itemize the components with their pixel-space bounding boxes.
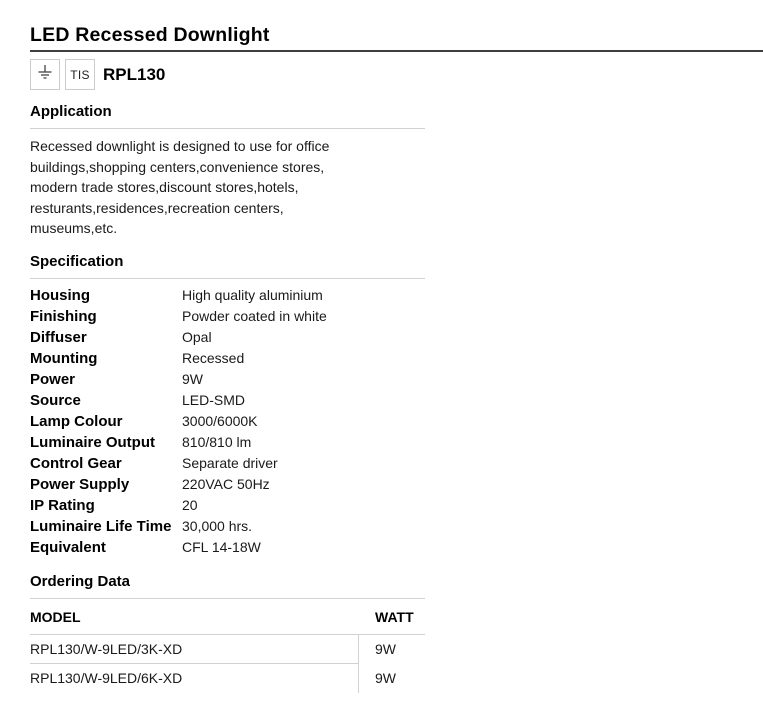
spec-label: Housing: [30, 286, 90, 304]
spec-row: Equivalent CFL 14-18W: [30, 537, 763, 558]
application-line: resturants,residences,recreation centers…: [30, 199, 284, 216]
spec-value: 30,000 hrs.: [182, 518, 253, 534]
ordering-data-table: MODEL WATT RPL130/W-9LED/3K-XD 9W RPL130…: [30, 599, 425, 693]
spec-value: Recessed: [182, 350, 245, 366]
spec-row: Source LED-SMD: [30, 390, 763, 411]
spec-value: LED-SMD: [182, 392, 246, 408]
spec-row: Control Gear Separate driver: [30, 453, 763, 474]
ordering-table-header: MODEL WATT: [30, 599, 425, 635]
spec-row: Luminaire Life Time 30,000 hrs.: [30, 516, 763, 537]
spec-row: Power 9W: [30, 369, 763, 390]
spec-label: Control Gear: [30, 454, 122, 472]
spec-label: Power: [30, 370, 76, 388]
spec-row: IP Rating 20: [30, 495, 763, 516]
spec-row: Housing High quality aluminium: [30, 285, 763, 306]
watt-column-header: WATT: [375, 608, 414, 625]
spec-value: CFL 14-18W: [182, 539, 261, 555]
earth-ground-icon: [35, 62, 55, 87]
spec-value: Opal: [182, 329, 212, 345]
spec-row: Finishing Powder coated in white: [30, 306, 763, 327]
spec-label: IP Rating: [30, 496, 95, 514]
spec-label: Finishing: [30, 307, 97, 325]
table-row: RPL130/W-9LED/6K-XD 9W: [30, 663, 425, 693]
datasheet-page: LED Recessed Downlight TIS RPL130 Applic…: [30, 24, 763, 693]
ordering-data-heading: Ordering Data: [30, 572, 131, 590]
spec-label: Equivalent: [30, 538, 106, 556]
tis-badge-label: TIS: [70, 67, 90, 82]
table-row: RPL130/W-9LED/3K-XD 9W: [30, 634, 425, 664]
spec-label: Mounting: [30, 349, 98, 367]
spec-label: Power Supply: [30, 475, 130, 493]
spec-row: Diffuser Opal: [30, 327, 763, 348]
spec-value: 9W: [182, 371, 203, 387]
spec-label: Luminaire Output: [30, 433, 155, 451]
spec-row: Mounting Recessed: [30, 348, 763, 369]
certification-badge-row: TIS RPL130: [30, 59, 763, 90]
model-cell: RPL130/W-9LED/6K-XD: [30, 670, 183, 686]
application-line: modern trade stores,discount stores,hote…: [30, 179, 299, 195]
spec-row: Lamp Colour 3000/6000K: [30, 411, 763, 432]
spec-label: Lamp Colour: [30, 412, 123, 430]
application-line: Recessed downlight is designed to use fo…: [30, 138, 330, 154]
title-rule: [30, 50, 763, 52]
ordering-data-rule: [30, 597, 425, 599]
model-cell: RPL130/W-9LED/3K-XD: [30, 635, 358, 664]
watt-cell: 9W: [358, 634, 425, 664]
product-code: RPL130: [103, 64, 166, 84]
specification-rule: [30, 277, 425, 279]
tis-badge: TIS: [65, 59, 95, 90]
spec-value: Powder coated in white: [182, 308, 327, 324]
spec-value: 20: [182, 497, 198, 513]
application-text: Recessed downlight is designed to use fo…: [30, 136, 763, 239]
specification-heading: Specification: [30, 252, 124, 270]
watt-cell: 9W: [358, 663, 425, 693]
spec-value: 810/810 lm: [182, 434, 252, 450]
model-column-header: MODEL: [30, 608, 81, 625]
spec-label: Source: [30, 391, 81, 409]
specification-table: Housing High quality aluminium Finishing…: [30, 285, 763, 558]
spec-row: Power Supply 220VAC 50Hz: [30, 474, 763, 495]
application-rule: [30, 128, 425, 129]
spec-row: Luminaire Output 810/810 lm: [30, 432, 763, 453]
application-line: buildings,shopping centers,convenience s…: [30, 158, 325, 175]
spec-value: 220VAC 50Hz: [182, 476, 270, 492]
spec-value: 3000/6000K: [182, 413, 258, 429]
spec-label: Diffuser: [30, 328, 87, 346]
application-line: museums,etc.: [30, 220, 118, 236]
earth-ground-badge: [30, 59, 60, 90]
application-heading: Application: [30, 103, 112, 120]
page-title: LED Recessed Downlight: [30, 24, 270, 46]
spec-value: Separate driver: [182, 455, 278, 471]
spec-value: High quality aluminium: [182, 287, 323, 303]
spec-label: Luminaire Life Time: [30, 517, 172, 535]
